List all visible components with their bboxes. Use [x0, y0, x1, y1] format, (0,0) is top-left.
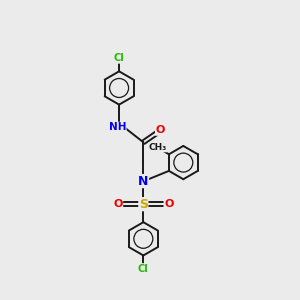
- Text: Cl: Cl: [114, 53, 124, 63]
- Text: CH₃: CH₃: [148, 143, 167, 152]
- Text: O: O: [155, 125, 165, 135]
- Text: O: O: [113, 199, 123, 209]
- Text: NH: NH: [109, 122, 126, 132]
- Text: N: N: [138, 175, 148, 188]
- Text: S: S: [139, 198, 148, 211]
- Text: Cl: Cl: [138, 264, 149, 274]
- Text: O: O: [164, 199, 173, 209]
